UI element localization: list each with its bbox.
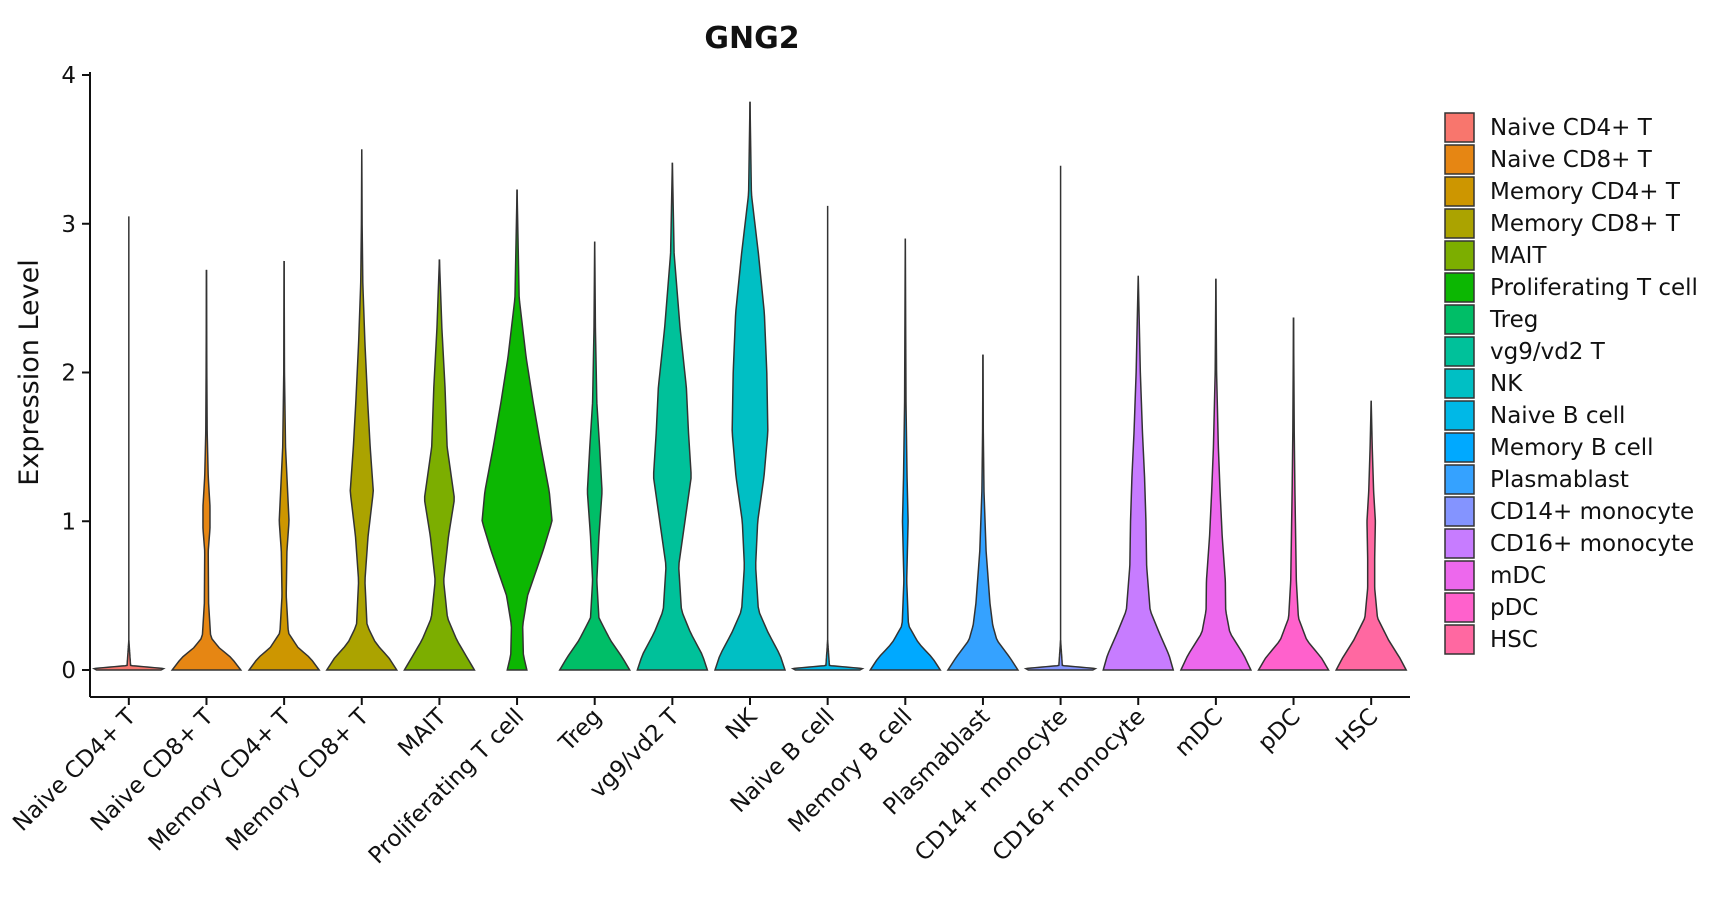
violin-group-8 — [713, 101, 787, 671]
legend-label-4: MAIT — [1490, 243, 1547, 269]
violin-group-3 — [325, 149, 399, 671]
violin-group-13 — [1102, 275, 1175, 671]
violin-9 — [790, 640, 865, 671]
legend-key-5 — [1444, 272, 1475, 303]
violin-0 — [91, 640, 166, 671]
legend-key-9 — [1444, 400, 1475, 431]
violin-group-16 — [1334, 400, 1408, 671]
legend-label-14: mDC — [1490, 563, 1546, 589]
y-tick-label-2: 2 — [61, 361, 76, 387]
violin-7 — [636, 162, 709, 671]
violin-group-10 — [868, 238, 942, 671]
legend-label-13: CD16+ monocyte — [1490, 531, 1694, 557]
y-axis-title: Expression Level — [14, 259, 45, 485]
violin-group-11 — [946, 354, 1020, 671]
legend-label-7: vg9/vd2 T — [1490, 339, 1606, 365]
legend-label-12: CD14+ monocyte — [1490, 499, 1694, 525]
y-tick-label-4: 4 — [61, 63, 76, 89]
violin-group-15 — [1257, 317, 1330, 671]
legend-label-10: Memory B cell — [1490, 435, 1654, 461]
x-tick-label-3: Memory CD8+ T — [221, 703, 374, 856]
x-tick-label-2: Memory CD4+ T — [144, 703, 297, 856]
violin-12 — [1023, 640, 1098, 671]
x-tick-label-8: NK — [721, 703, 763, 745]
violin-14 — [1179, 278, 1253, 671]
x-tick-label-4: MAIT — [393, 703, 452, 762]
violin-group-12 — [1023, 165, 1098, 671]
violin-6 — [558, 241, 632, 671]
violin-group-6 — [558, 241, 632, 671]
violin-10 — [868, 238, 942, 671]
legend-label-9: Naive B cell — [1490, 403, 1625, 429]
legend-label-16: HSC — [1490, 627, 1538, 653]
legend-label-0: Naive CD4+ T — [1490, 115, 1653, 141]
y-tick-label-0: 0 — [61, 658, 76, 684]
legend-key-12 — [1444, 496, 1475, 527]
legend-key-10 — [1444, 432, 1475, 463]
x-tick-label-15: pDC — [1253, 704, 1306, 757]
x-tick-label-5: Proliferating T cell — [364, 704, 529, 869]
legend-key-8 — [1444, 368, 1475, 399]
violin-2 — [247, 260, 321, 671]
y-axis-ticks: 0 1 2 3 4 — [61, 63, 90, 684]
violin-1 — [170, 269, 243, 671]
violin-group-2 — [247, 260, 321, 671]
x-tick-label-6: Treg — [554, 704, 607, 757]
legend-key-7 — [1444, 336, 1475, 367]
violin-16 — [1334, 400, 1408, 671]
legend-label-11: Plasmablast — [1490, 467, 1629, 493]
y-tick-label-3: 3 — [61, 212, 76, 238]
legend-label-2: Memory CD4+ T — [1490, 179, 1681, 205]
violin-group-0 — [91, 216, 166, 671]
violin-group-7 — [636, 162, 709, 671]
legend-label-3: Memory CD8+ T — [1490, 211, 1681, 237]
legend-label-5: Proliferating T cell — [1490, 275, 1698, 301]
legend-key-11 — [1444, 464, 1475, 495]
violin-13 — [1102, 275, 1175, 671]
violin-group-1 — [170, 269, 243, 671]
legend-key-14 — [1444, 560, 1475, 591]
violin-8 — [713, 101, 787, 671]
legend-key-16 — [1444, 624, 1475, 655]
legend: Naive CD4+ T Naive CD8+ T Memory CD4+ T Mem… — [1444, 112, 1698, 655]
legend-key-1 — [1444, 144, 1475, 175]
chart-title: GNG2 — [704, 21, 799, 56]
legend-label-8: NK — [1490, 371, 1523, 397]
legend-key-6 — [1444, 304, 1475, 335]
legend-key-3 — [1444, 208, 1475, 239]
violins — [91, 101, 1408, 671]
violin-group-9 — [790, 205, 865, 671]
violin-group-5 — [481, 189, 553, 671]
legend-key-15 — [1444, 592, 1475, 623]
legend-label-1: Naive CD8+ T — [1490, 147, 1653, 173]
legend-key-4 — [1444, 240, 1475, 271]
violin-4 — [403, 259, 476, 671]
x-tick-label-13: CD16+ monocyte — [988, 704, 1151, 867]
y-tick-label-1: 1 — [61, 509, 76, 535]
legend-label-15: pDC — [1490, 595, 1538, 621]
legend-label-6: Treg — [1489, 307, 1538, 333]
violin-3 — [325, 149, 399, 671]
x-tick-label-14: mDC — [1170, 704, 1228, 762]
legend-key-13 — [1444, 528, 1475, 559]
x-tick-label-12: CD14+ monocyte — [910, 704, 1073, 867]
violin-5 — [481, 189, 553, 671]
violin-group-14 — [1179, 278, 1253, 671]
legend-key-2 — [1444, 176, 1475, 207]
violin-group-4 — [403, 259, 476, 671]
legend-key-0 — [1444, 112, 1475, 143]
violin-11 — [946, 354, 1020, 671]
x-tick-label-16: HSC — [1331, 704, 1383, 756]
violin-15 — [1257, 317, 1330, 671]
